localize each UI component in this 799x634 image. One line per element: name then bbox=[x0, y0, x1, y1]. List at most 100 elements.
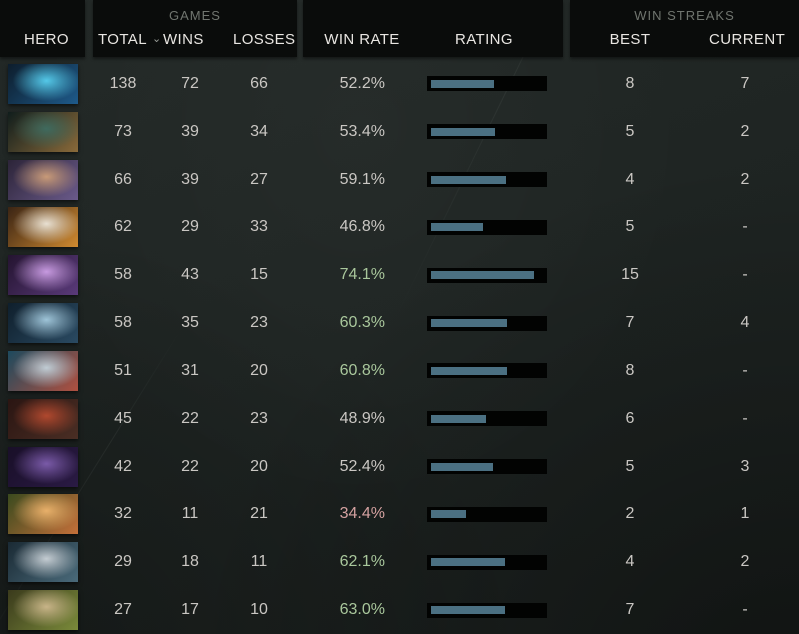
group-header-games: GAMES bbox=[169, 8, 221, 23]
losses-cell: 10 bbox=[250, 601, 268, 619]
total-cell: 58 bbox=[114, 266, 132, 284]
sort-chevron-icon: ⌄ bbox=[151, 33, 162, 45]
total-cell: 32 bbox=[114, 505, 132, 523]
rating-bar-fill bbox=[431, 271, 535, 280]
wins-cell: 31 bbox=[181, 361, 199, 379]
best-streak-cell: 5 bbox=[625, 122, 635, 140]
table-row-pudge[interactable]: 27 17 10 63.0% 7 - bbox=[0, 586, 799, 634]
rating-bar bbox=[427, 554, 547, 570]
best-streak-cell: 4 bbox=[625, 553, 635, 571]
table-row-faceless-void[interactable]: 58 43 15 74.1% 15 - bbox=[0, 251, 799, 299]
losses-cell: 15 bbox=[250, 266, 268, 284]
total-cell: 138 bbox=[109, 74, 137, 92]
rating-bar-fill bbox=[431, 414, 486, 423]
rating-bar bbox=[427, 219, 547, 235]
table-row-slark[interactable]: 73 39 34 53.4% 5 2 bbox=[0, 108, 799, 156]
win-rate-cell: 53.4% bbox=[339, 122, 385, 140]
current-streak-cell: - bbox=[742, 409, 748, 427]
current-streak-cell: 7 bbox=[740, 74, 750, 92]
column-header-win-rate[interactable]: WIN RATE bbox=[324, 31, 400, 48]
slark-icon bbox=[8, 111, 78, 152]
best-streak-cell: 6 bbox=[625, 409, 635, 427]
column-header-total-label: TOTAL bbox=[98, 31, 147, 48]
wins-cell: 43 bbox=[181, 266, 199, 284]
losses-cell: 23 bbox=[250, 314, 268, 332]
total-cell: 62 bbox=[114, 218, 132, 236]
losses-cell: 20 bbox=[250, 457, 268, 475]
pudge-icon bbox=[8, 590, 78, 631]
current-streak-cell: 2 bbox=[740, 553, 750, 571]
phantom-assassin-icon bbox=[8, 303, 78, 344]
slardar-icon bbox=[8, 350, 78, 391]
header-panel-games bbox=[93, 0, 297, 57]
total-cell: 73 bbox=[114, 122, 132, 140]
column-header-best[interactable]: BEST bbox=[609, 31, 651, 48]
rating-bar bbox=[427, 506, 547, 522]
losses-cell: 20 bbox=[250, 361, 268, 379]
current-streak-cell: 3 bbox=[740, 457, 750, 475]
total-cell: 66 bbox=[114, 170, 132, 188]
wins-cell: 39 bbox=[181, 170, 199, 188]
losses-cell: 34 bbox=[250, 122, 268, 140]
column-header-hero[interactable]: HERO bbox=[24, 31, 69, 48]
rating-bar bbox=[427, 315, 547, 331]
win-rate-cell: 60.8% bbox=[339, 361, 385, 379]
column-header-rating[interactable]: RATING bbox=[455, 31, 513, 48]
table-row-juggernaut[interactable]: 62 29 33 46.8% 5 - bbox=[0, 203, 799, 251]
column-header-total[interactable]: TOTAL ⌄ bbox=[98, 31, 162, 48]
table-row-phantom-assassin[interactable]: 58 35 23 60.3% 7 4 bbox=[0, 299, 799, 347]
sven-icon bbox=[8, 542, 78, 583]
rating-bar-fill bbox=[431, 510, 466, 519]
rating-bar-fill bbox=[431, 175, 507, 184]
header-panel-rating bbox=[303, 0, 563, 57]
column-header-losses[interactable]: LOSSES bbox=[233, 31, 296, 48]
rating-bar bbox=[427, 172, 547, 188]
win-rate-cell: 52.4% bbox=[339, 457, 385, 475]
total-cell: 42 bbox=[114, 457, 132, 475]
best-streak-cell: 2 bbox=[625, 505, 635, 523]
table-row-anti-mage[interactable]: 66 39 27 59.1% 4 2 bbox=[0, 156, 799, 204]
table-row-spectre[interactable]: 42 22 20 52.4% 5 3 bbox=[0, 443, 799, 491]
current-streak-cell: - bbox=[742, 218, 748, 236]
rating-bar bbox=[427, 459, 547, 475]
total-cell: 27 bbox=[114, 601, 132, 619]
win-rate-cell: 60.3% bbox=[339, 314, 385, 332]
current-streak-cell: - bbox=[742, 266, 748, 284]
total-cell: 29 bbox=[114, 553, 132, 571]
wins-cell: 11 bbox=[181, 505, 199, 523]
wins-cell: 22 bbox=[181, 409, 199, 427]
wins-cell: 39 bbox=[181, 122, 199, 140]
group-header-win-streaks: WIN STREAKS bbox=[634, 8, 735, 23]
rating-bar-fill bbox=[431, 319, 508, 328]
column-header-current[interactable]: CURRENT bbox=[709, 31, 786, 48]
column-header-wins[interactable]: WINS bbox=[163, 31, 204, 48]
win-rate-cell: 59.1% bbox=[339, 170, 385, 188]
rating-bar bbox=[427, 363, 547, 379]
wins-cell: 29 bbox=[181, 218, 199, 236]
juggernaut-icon bbox=[8, 207, 78, 248]
current-streak-cell: 2 bbox=[740, 170, 750, 188]
rating-bar bbox=[427, 124, 547, 140]
losses-cell: 33 bbox=[250, 218, 268, 236]
table-row-sven[interactable]: 29 18 11 62.1% 4 2 bbox=[0, 538, 799, 586]
storm-spirit-icon bbox=[8, 64, 78, 104]
table-row-windranger[interactable]: 32 11 21 34.4% 2 1 bbox=[0, 490, 799, 538]
current-streak-cell: - bbox=[742, 361, 748, 379]
rating-bar-fill bbox=[431, 366, 508, 375]
faceless-void-icon bbox=[8, 255, 78, 296]
rating-bar-fill bbox=[431, 606, 505, 614]
current-streak-cell: 1 bbox=[740, 505, 750, 523]
rating-bar-fill bbox=[431, 79, 494, 88]
table-row-storm-spirit[interactable]: 138 72 66 52.2% 8 7 bbox=[0, 60, 799, 108]
win-rate-cell: 62.1% bbox=[339, 553, 385, 571]
hero-table-body: 138 72 66 52.2% 8 7 73 39 34 53.4% 5 2 6… bbox=[0, 60, 799, 634]
rating-bar-fill bbox=[431, 127, 495, 136]
table-row-axe[interactable]: 45 22 23 48.9% 6 - bbox=[0, 395, 799, 443]
axe-icon bbox=[8, 398, 78, 439]
wins-cell: 17 bbox=[181, 601, 199, 619]
table-row-slardar[interactable]: 51 31 20 60.8% 8 - bbox=[0, 347, 799, 395]
losses-cell: 66 bbox=[250, 74, 268, 92]
win-rate-cell: 48.9% bbox=[339, 409, 385, 427]
best-streak-cell: 5 bbox=[625, 218, 635, 236]
